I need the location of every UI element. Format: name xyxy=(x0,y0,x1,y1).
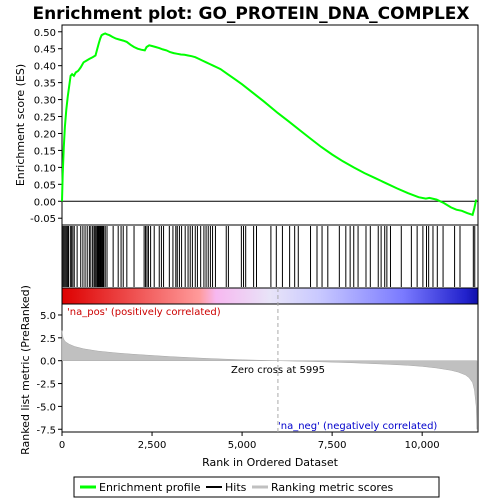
zero-cross-label: Zero cross at 5995 xyxy=(231,365,325,376)
es-ytick-label: 0.15 xyxy=(34,146,56,157)
rank-color-bar xyxy=(61,287,479,305)
metric-area-fill xyxy=(61,330,478,430)
es-ytick-label: -0.05 xyxy=(30,214,56,225)
es-ytick-label: 0.35 xyxy=(34,79,56,90)
hits-panel xyxy=(61,224,479,305)
x-tick-label: 0 xyxy=(59,440,65,451)
es-ytick-label: 0.40 xyxy=(34,62,56,73)
x-tick-label: 2,500 xyxy=(138,440,167,451)
es-ytick-label: 0.00 xyxy=(34,197,56,208)
neg-correlated-label: 'na_neg' (negatively correlated) xyxy=(278,421,437,432)
es-panel: -0.05 0.00 0.05 0.10 0.15 0.20 0.25 0.30 0.35 0.4… xyxy=(14,24,479,226)
metric-ytick-label: -7.5 xyxy=(36,425,56,436)
x-tick-label: 5,000 xyxy=(228,440,257,451)
metric-ytick-label: 0.0 xyxy=(40,357,56,368)
chart-title: Enrichment plot: GO_PROTEIN_DNA_COMPLEX xyxy=(32,4,469,24)
legend-label-hits: Hits xyxy=(225,481,247,494)
metric-ytick-label: 5.0 xyxy=(40,311,56,322)
metric-y-axis-label: Ranked list metric (PreRanked) xyxy=(19,285,32,455)
metric-panel-frame xyxy=(61,303,479,433)
es-ytick-label: 0.25 xyxy=(34,113,56,124)
metric-ytick-label: 2.5 xyxy=(40,334,56,345)
legend-label-ranking: Ranking metric scores xyxy=(271,481,393,494)
legend-label-enrichment: Enrichment profile xyxy=(99,481,201,494)
x-tick-label: 10,000 xyxy=(405,440,440,451)
legend: Enrichment profile Hits Ranking metric s… xyxy=(73,476,440,498)
es-panel-frame xyxy=(61,24,479,226)
es-ytick-label: 0.20 xyxy=(34,129,56,140)
es-y-axis-label: Enrichment score (ES) xyxy=(14,64,27,186)
es-ytick-label: 0.50 xyxy=(34,28,56,39)
es-ytick-label: 0.45 xyxy=(34,45,56,56)
x-axis-label: Rank in Ordered Dataset xyxy=(202,456,339,469)
metric-panel: -7.5 -5.0 -2.5 0.0 2.5 5.0 'na_pos' (positive… xyxy=(19,285,479,455)
hits-panel-frame xyxy=(61,224,479,289)
es-ytick-label: 0.10 xyxy=(34,163,56,174)
es-ytick-label: 0.05 xyxy=(34,180,56,191)
x-axis: 0 2,500 5,000 7,500 10,000 xyxy=(59,432,440,451)
es-series-line xyxy=(61,32,478,217)
metric-ytick-label: -5.0 xyxy=(36,402,56,413)
x-tick-label: 7,500 xyxy=(318,440,347,451)
es-ytick-label: 0.30 xyxy=(34,96,56,107)
pos-correlated-label: 'na_pos' (positively correlated) xyxy=(67,307,221,318)
metric-ytick-label: -2.5 xyxy=(36,380,56,391)
